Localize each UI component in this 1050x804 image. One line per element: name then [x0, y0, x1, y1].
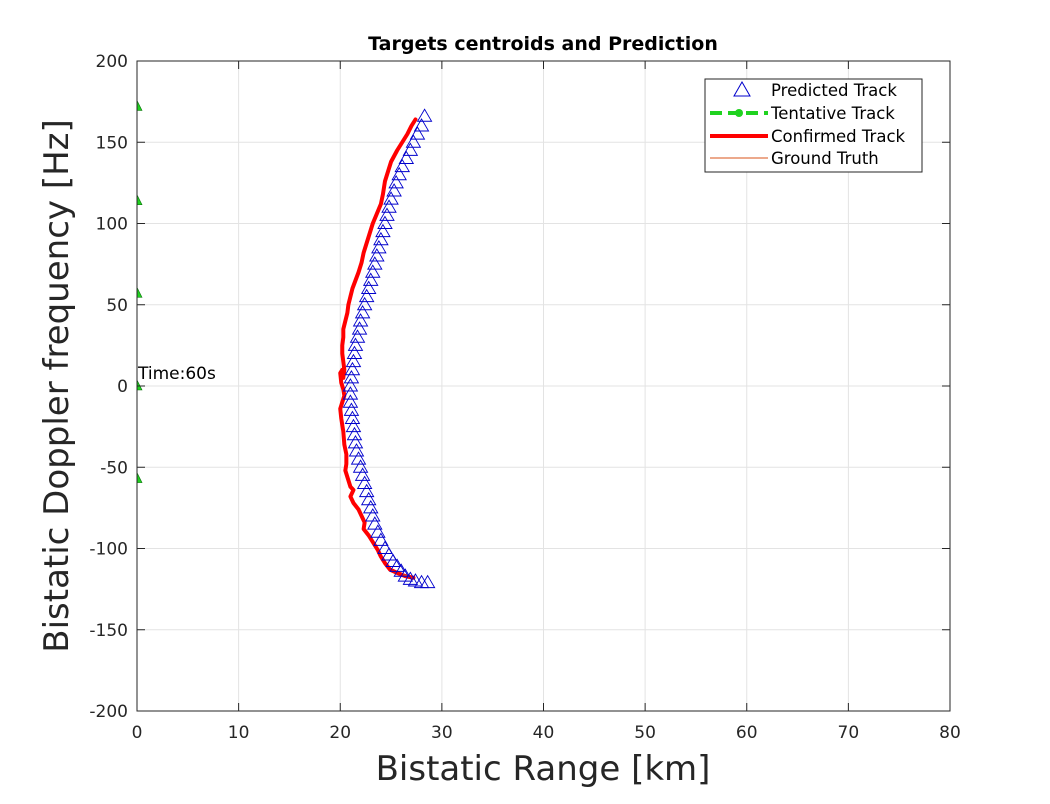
x-tick-label: 20 [329, 723, 351, 743]
y-tick-label: 0 [117, 377, 128, 397]
legend-tentative-marker [735, 109, 743, 117]
legend-tentative-label: Tentative Track [770, 104, 895, 123]
y-tick-label: -50 [100, 458, 128, 478]
predicted-point [373, 532, 389, 546]
predicted-point [367, 516, 383, 530]
predicted-point [343, 369, 360, 384]
predicted-point [402, 142, 419, 156]
legend: Predicted Track Tentative Track Confirme… [704, 78, 923, 173]
y-tick-label: 150 [96, 133, 128, 153]
confirmed-track-line [338, 117, 418, 580]
predicted-point [342, 386, 359, 400]
legend-predicted-label: Predicted Track [771, 81, 897, 100]
x-axis-label: Bistatic Range [km] [376, 749, 711, 789]
y-tick-label: -100 [89, 540, 128, 560]
predicted-point [342, 378, 359, 392]
x-tick-label: 50 [634, 723, 656, 743]
predicted-point [344, 361, 361, 376]
x-tick-label: 80 [939, 723, 961, 743]
x-tick-label: 70 [838, 723, 860, 743]
y-axis-label: Bistatic Doppler frequency [Hz] [37, 119, 77, 653]
predicted-point [416, 108, 433, 122]
legend-predicted-marker [733, 80, 751, 97]
predicted-point [347, 434, 364, 449]
predicted-point [391, 166, 407, 181]
predicted-point [394, 158, 411, 173]
ticks: 0 10 20 30 40 50 60 70 80 -200 -150 -100 -50 0 50 100 15… [89, 52, 960, 743]
predicted-point [381, 547, 397, 561]
time-annotation: Time:60s [137, 364, 216, 384]
predicted-point [405, 134, 422, 148]
predicted-point [419, 574, 436, 589]
legend-ground-truth-label: Ground Truth [771, 149, 879, 168]
predicted-point [352, 313, 369, 327]
predicted-point [344, 410, 361, 424]
predicted-point [398, 150, 415, 164]
predicted-point [346, 426, 363, 441]
predicted-point [370, 524, 386, 538]
series-layer [136, 100, 436, 589]
predicted-point [377, 540, 393, 554]
x-tick-label: 10 [228, 723, 250, 743]
x-tick-label: 60 [736, 723, 758, 743]
chart-title: Targets centroids and Prediction [368, 33, 718, 55]
predicted-point [409, 126, 426, 140]
y-tick-label: 50 [106, 296, 128, 316]
legend-box [704, 78, 923, 173]
predicted-point [343, 402, 360, 416]
legend-confirmed-label: Confirmed Track [771, 127, 906, 146]
predicted-point [345, 353, 362, 368]
x-tick-label: 30 [431, 723, 453, 743]
predicted-point [346, 345, 363, 359]
predicted-point [386, 183, 402, 197]
predicted-point [342, 394, 359, 408]
predicted-point [345, 418, 362, 433]
predicted-point [413, 118, 430, 132]
x-tick-label: 40 [533, 723, 555, 743]
y-tick-label: -150 [89, 621, 128, 641]
predicted-point [402, 571, 419, 585]
predicted-point [347, 337, 364, 351]
y-tick-label: 200 [96, 52, 128, 72]
y-tick-label: 100 [96, 215, 128, 235]
x-tick-label: 0 [132, 723, 143, 743]
y-tick-label: -200 [89, 702, 128, 722]
